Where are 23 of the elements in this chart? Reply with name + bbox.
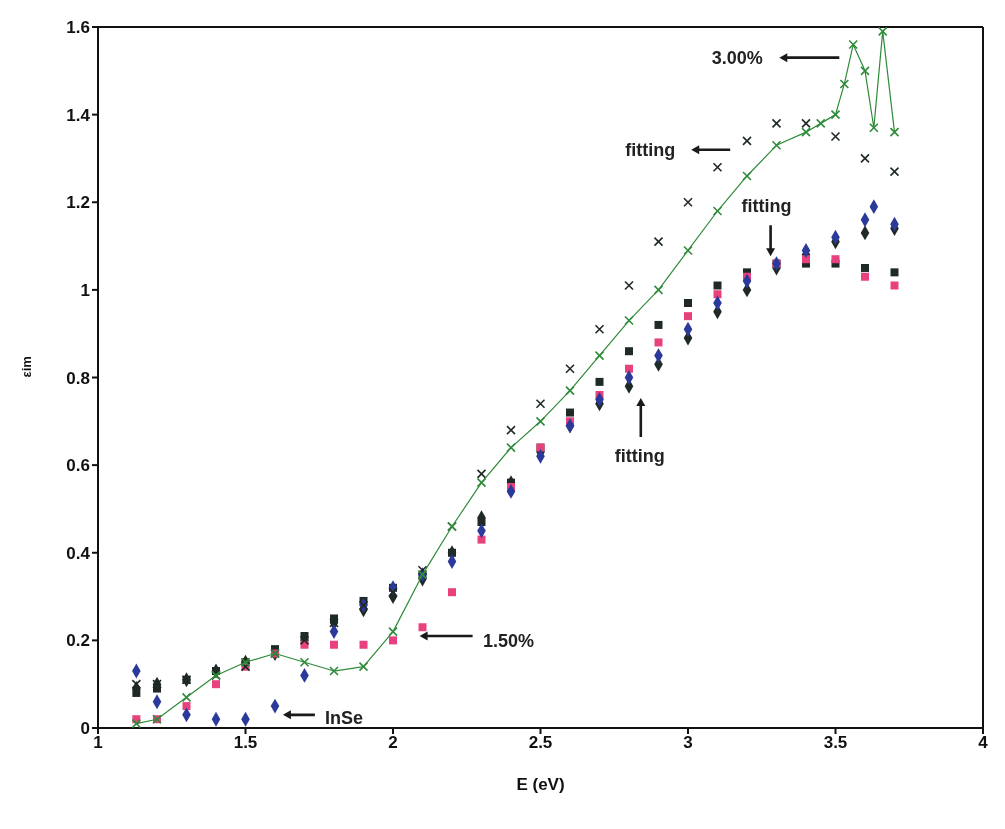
y-tick-label: 1 [80,280,90,300]
annotation: fitting [741,195,792,216]
y-tick-label: 0.4 [66,543,91,563]
y-tick-label: 0 [80,719,90,739]
x-tick-label: 3.5 [823,733,848,753]
y-tick-label: 1.4 [66,105,91,125]
x-tick-label: 2 [388,733,398,753]
x-axis-title: E (eV) [516,775,565,794]
x-tick-label: 1.5 [233,733,258,753]
annotation: fitting [614,445,665,466]
y-tick-label: 1.6 [66,18,90,38]
y-axis-title: εim [18,356,34,378]
annotation: fitting [625,140,676,161]
x-tick-label: 4 [978,733,989,753]
x-tick-label: 2.5 [528,733,553,753]
y-tick-label: 0.6 [66,456,90,476]
y-tick-label: 1.2 [66,193,90,213]
annotation: 1.50% [483,630,535,651]
annotation: 3.00% [711,48,763,69]
y-tick-label: 0.2 [66,631,90,651]
x-tick-label: 3 [683,733,693,753]
y-tick-label: 0.8 [66,368,90,388]
annotation: InSe [324,707,363,728]
